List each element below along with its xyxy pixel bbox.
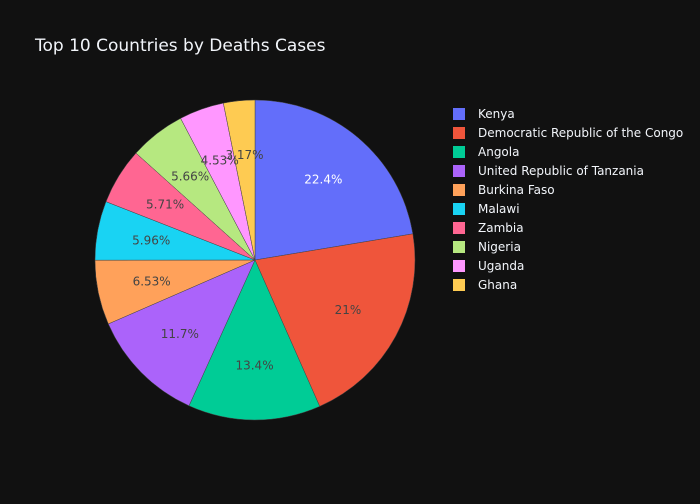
legend-item-nigeria[interactable]: Nigeria	[453, 240, 521, 254]
slice-label-uganda: 4.53%	[201, 153, 239, 167]
legend-label-burkina-faso: Burkina Faso	[478, 183, 555, 197]
legend-item-ghana[interactable]: Ghana	[453, 278, 517, 292]
legend-swatch-kenya	[453, 108, 465, 120]
slice-label-kenya: 22.4%	[304, 172, 342, 186]
legend-swatch-democratic-republic-of-the-congo	[453, 127, 465, 139]
legend-swatch-ghana	[453, 279, 465, 291]
legend-swatch-united-republic-of-tanzania	[453, 165, 465, 177]
legend-label-angola: Angola	[478, 145, 519, 159]
legend-item-uganda[interactable]: Uganda	[453, 259, 524, 273]
slice-label-angola: 13.4%	[235, 359, 273, 373]
legend-swatch-zambia	[453, 222, 465, 234]
legend-label-nigeria: Nigeria	[478, 240, 521, 254]
pie-slice-democratic-republic-of-the-congo[interactable]	[254, 233, 416, 407]
legend-swatch-uganda	[453, 260, 465, 272]
legend: Kenya Democratic Republic of the Congo Ang…	[453, 107, 683, 292]
legend-item-democratic-republic-of-the-congo[interactable]: Democratic Republic of the Congo	[453, 126, 683, 140]
legend-item-united-republic-of-tanzania[interactable]: United Republic of Tanzania	[453, 164, 644, 178]
legend-item-kenya[interactable]: Kenya	[453, 107, 515, 121]
legend-swatch-malawi	[453, 203, 465, 215]
pie-slice-angola[interactable]	[188, 259, 321, 421]
pie-slice-labels: 22.4% 21% 13.4% 11.7% 6.53% 5.96% 5.71% 5.66% 4.…	[132, 148, 361, 373]
slice-label-united-republic-of-tanzania: 11.7%	[161, 327, 199, 341]
legend-swatch-angola	[453, 146, 465, 158]
pie-slices	[94, 99, 416, 421]
legend-label-democratic-republic-of-the-congo: Democratic Republic of the Congo	[478, 126, 683, 140]
pie-slice-ghana[interactable]	[223, 99, 256, 261]
legend-item-malawi[interactable]: Malawi	[453, 202, 520, 216]
legend-label-united-republic-of-tanzania: United Republic of Tanzania	[478, 164, 644, 178]
slice-label-burkina-faso: 6.53%	[133, 275, 171, 289]
legend-swatch-nigeria	[453, 241, 465, 253]
slice-label-zambia: 5.71%	[146, 198, 184, 212]
pie-slice-kenya[interactable]	[254, 99, 414, 261]
slice-label-malawi: 5.96%	[132, 233, 170, 247]
legend-label-zambia: Zambia	[478, 221, 524, 235]
legend-label-ghana: Ghana	[478, 278, 517, 292]
slice-label-nigeria: 5.66%	[171, 170, 209, 184]
legend-item-zambia[interactable]: Zambia	[453, 221, 524, 235]
legend-label-uganda: Uganda	[478, 259, 524, 273]
legend-item-burkina-faso[interactable]: Burkina Faso	[453, 183, 555, 197]
legend-label-kenya: Kenya	[478, 107, 515, 121]
legend-item-angola[interactable]: Angola	[453, 145, 519, 159]
legend-swatch-burkina-faso	[453, 184, 465, 196]
chart-title: Top 10 Countries by Deaths Cases	[34, 36, 326, 56]
slice-label-ghana: 3.17%	[225, 148, 263, 162]
pie-slice-united-republic-of-tanzania[interactable]	[107, 259, 256, 407]
legend-label-malawi: Malawi	[478, 202, 520, 216]
slice-label-democratic-republic-of-the-congo: 21%	[335, 303, 362, 317]
